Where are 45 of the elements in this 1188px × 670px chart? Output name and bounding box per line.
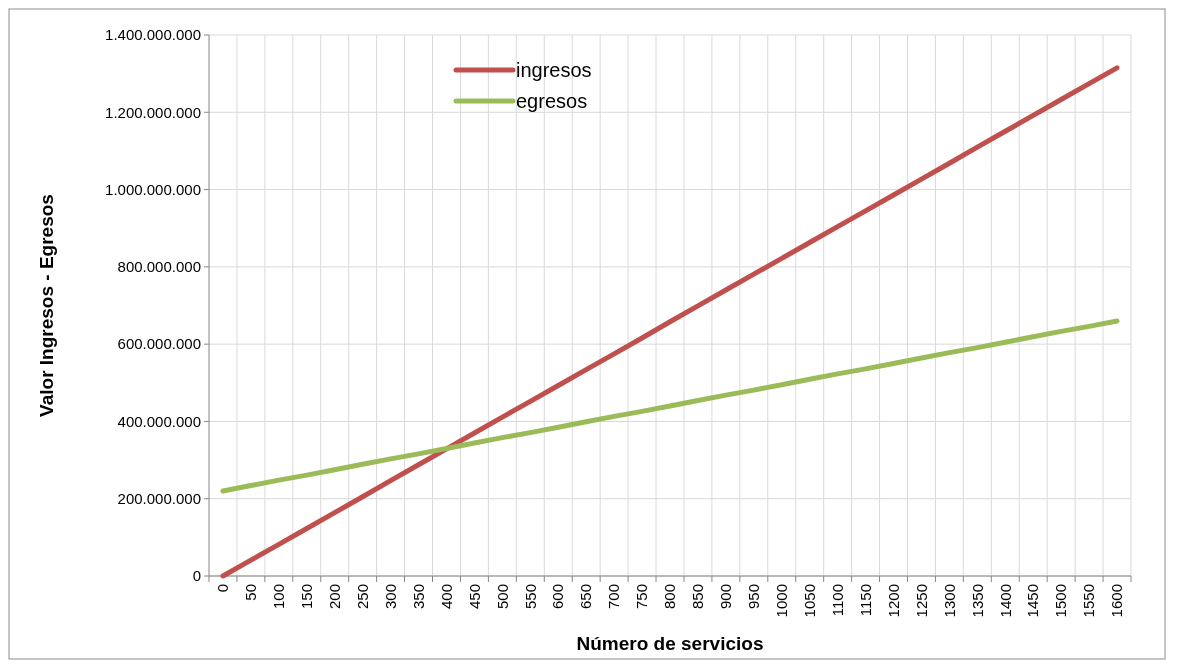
y-tick-label: 400.000.000 <box>117 412 201 430</box>
x-tick-label: 950 <box>745 584 763 610</box>
y-tick-label: 1.400.000.000 <box>105 26 201 44</box>
x-tick-label: 650 <box>577 584 595 610</box>
x-tick-label: 1050 <box>800 584 818 618</box>
x-tick-label: 350 <box>409 584 427 610</box>
x-tick-label: 300 <box>381 584 399 610</box>
x-tick-label: 1550 <box>1080 584 1098 618</box>
x-tick-label: 850 <box>689 584 707 610</box>
x-tick-label: 1200 <box>884 584 902 618</box>
x-tick-label: 0 <box>214 584 232 593</box>
x-tick-label: 450 <box>465 584 483 610</box>
x-tick-label: 1000 <box>773 584 791 618</box>
x-tick-label: 400 <box>437 584 455 610</box>
x-tick-label: 1450 <box>1024 584 1042 618</box>
legend-label: ingresos <box>516 59 592 81</box>
legend-label: egresos <box>516 90 588 112</box>
x-axis-title: Número de servicios <box>576 633 764 654</box>
x-tick-label: 600 <box>549 584 567 610</box>
x-tick-label: 1300 <box>940 584 958 618</box>
x-tick-label: 1500 <box>1052 584 1070 618</box>
y-tick-label: 1.200.000.000 <box>105 103 201 121</box>
y-tick-label: 0 <box>192 567 201 585</box>
x-tick-label: 1150 <box>856 584 874 617</box>
y-tick-label: 600.000.000 <box>117 335 201 353</box>
x-tick-label: 900 <box>717 584 735 610</box>
x-tick-label: 150 <box>298 584 316 610</box>
x-tick-label: 700 <box>605 584 623 610</box>
x-tick-label: 1400 <box>996 584 1014 618</box>
x-tick-label: 250 <box>353 584 371 610</box>
y-axis-title: Valor Ingresos - Egresos <box>36 194 57 417</box>
x-tick-label: 1100 <box>828 584 846 617</box>
x-tick-label: 750 <box>633 584 651 610</box>
x-tick-label: 1600 <box>1108 584 1126 618</box>
x-tick-label: 1350 <box>968 584 986 618</box>
y-tick-label: 200.000.000 <box>117 489 201 507</box>
x-tick-label: 200 <box>325 584 343 610</box>
x-tick-label: 50 <box>242 584 260 601</box>
x-tick-label: 100 <box>270 584 288 610</box>
x-tick-label: 800 <box>661 584 679 610</box>
y-tick-label: 1.000.000.000 <box>105 180 201 198</box>
x-tick-label: 550 <box>521 584 539 610</box>
x-tick-label: 1250 <box>912 584 930 618</box>
y-tick-label: 800.000.000 <box>117 258 201 276</box>
x-tick-label: 500 <box>493 584 511 610</box>
